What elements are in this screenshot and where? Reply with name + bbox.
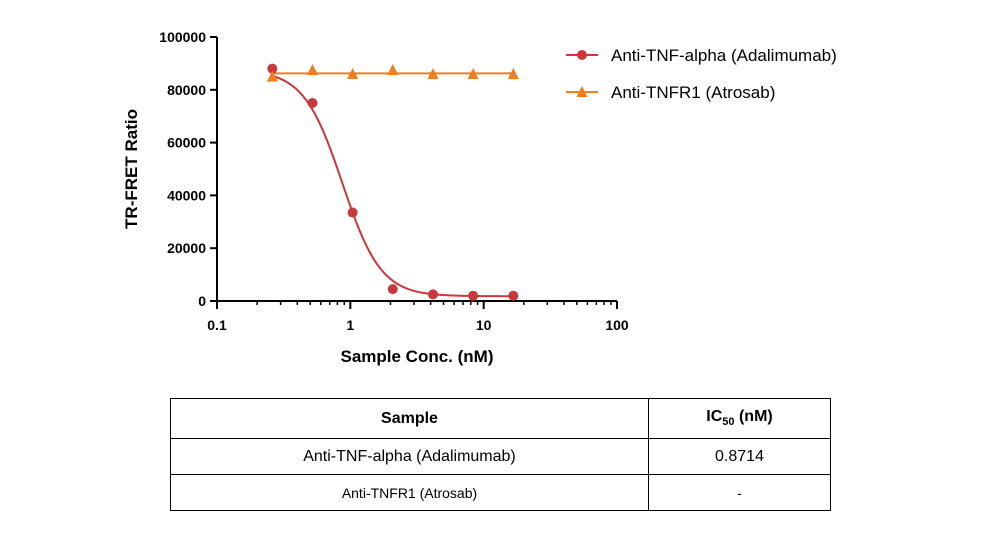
data-point-series-2 — [467, 67, 479, 79]
x-tick-label: 0.1 — [207, 317, 227, 333]
header-ic50-main: IC — [706, 408, 723, 426]
row-sample: Anti-TNF-alpha (Adalimumab) — [170, 438, 649, 475]
row-ic50: 0.8714 — [648, 438, 831, 475]
data-point-series-2 — [427, 67, 439, 79]
y-tick-label: 80000 — [167, 82, 206, 98]
data-point-series-2 — [266, 70, 278, 82]
legend-marker-series-1 — [577, 50, 587, 60]
axes: 0 20000 40000 60000 80000 100000 0.1 1 10 100 Samp… — [122, 29, 629, 366]
y-axis-title: TR-FRET Ratio — [122, 109, 141, 229]
legend-label-series-2: Anti-TNFR1 (Atrosab) — [611, 83, 775, 102]
ic50-table: Sample IC50 (nM) Anti-TNF-alpha (Adalimu… — [170, 398, 831, 511]
header-ic50: IC50 (nM) — [648, 398, 831, 439]
y-tick-label: 0 — [198, 293, 206, 309]
data-point-series-1 — [428, 289, 439, 300]
fit-curve-series-1 — [272, 74, 514, 298]
x-tick-label: 10 — [476, 317, 492, 333]
table-header-row: Sample IC50 (nM) — [170, 398, 831, 439]
data-points — [266, 63, 519, 301]
header-ic50-unit: (nM) — [734, 408, 773, 426]
data-point-series-2 — [347, 67, 359, 79]
fit-curves — [272, 72, 514, 298]
y-tick-label: 20000 — [167, 240, 206, 256]
data-point-series-1 — [267, 63, 278, 74]
header-ic50-sub: 50 — [722, 416, 735, 429]
y-tick-label: 60000 — [167, 135, 206, 151]
y-tick-label: 100000 — [159, 29, 206, 45]
row-sample: Anti-TNFR1 (Atrosab) — [170, 474, 649, 511]
data-point-series-1 — [387, 284, 398, 295]
data-point-series-1 — [468, 290, 479, 301]
data-point-series-1 — [307, 98, 318, 108]
x-axis-title: Sample Conc. (nM) — [340, 347, 493, 366]
data-point-series-2 — [507, 67, 519, 79]
legend-marker-series-2 — [576, 86, 588, 97]
table-row: Anti-TNF-alpha (Adalimumab) 0.8714 — [170, 438, 831, 475]
data-point-series-1 — [508, 290, 519, 301]
data-point-series-2 — [387, 64, 399, 75]
data-point-series-2 — [306, 64, 318, 75]
x-tick-label: 1 — [346, 317, 354, 333]
y-tick-label: 40000 — [167, 187, 206, 203]
data-point-series-1 — [347, 207, 358, 218]
header-sample: Sample — [170, 398, 649, 439]
x-tick-label: 100 — [605, 317, 629, 333]
legend-label-series-1: Anti-TNF-alpha (Adalimumab) — [611, 46, 837, 65]
legend: Anti-TNF-alpha (Adalimumab) Anti-TNFR1 (A… — [566, 46, 837, 102]
table-row: Anti-TNFR1 (Atrosab) - — [170, 474, 831, 511]
row-ic50: - — [648, 474, 831, 511]
dose-response-chart: 0 20000 40000 60000 80000 100000 0.1 1 10 100 Samp… — [122, 29, 837, 366]
